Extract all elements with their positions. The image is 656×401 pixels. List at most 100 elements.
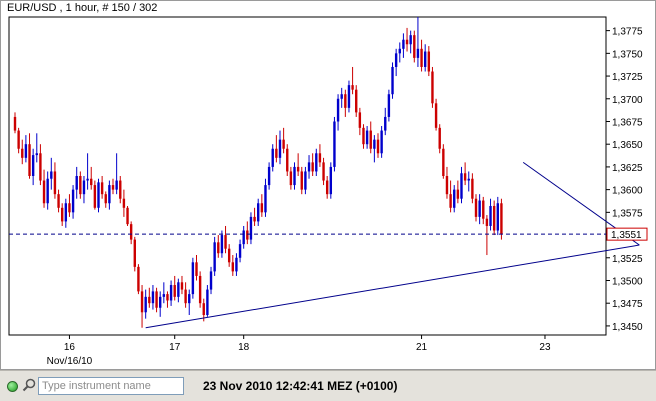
candle-body	[227, 248, 231, 263]
last-price-label: 1,3551	[611, 230, 642, 241]
candle-body	[166, 294, 169, 301]
trendline	[145, 244, 640, 329]
candle-body	[17, 130, 20, 149]
candle	[224, 225, 227, 254]
candle-body	[369, 130, 372, 149]
candle-body	[304, 171, 307, 190]
y-tick-label: 1,3475	[612, 299, 643, 310]
y-tick-label: 1,3625	[612, 163, 643, 174]
candle	[206, 285, 209, 317]
candle-body	[184, 289, 187, 304]
candle	[122, 189, 126, 217]
candle	[271, 144, 274, 172]
x-tick-label: 18	[238, 342, 250, 353]
candle	[108, 180, 111, 210]
candle-body	[111, 185, 115, 190]
candle	[438, 124, 441, 154]
candle-body	[445, 176, 449, 195]
candle	[126, 205, 129, 226]
candle	[111, 178, 115, 195]
candle	[453, 185, 456, 213]
y-tick-label: 1,3500	[612, 276, 643, 287]
candle	[384, 107, 387, 136]
candle	[173, 275, 176, 301]
candle-body	[173, 285, 176, 297]
candle-body	[46, 178, 49, 204]
candle-body	[460, 173, 463, 199]
candle	[209, 266, 213, 295]
candle	[217, 235, 220, 258]
candle-body	[420, 48, 423, 67]
candle	[213, 236, 216, 276]
candle-body	[438, 127, 441, 149]
candle	[373, 135, 376, 163]
x-tick-label: 21	[416, 342, 428, 353]
candle	[60, 203, 64, 226]
candle	[293, 162, 296, 190]
search-icon[interactable]	[22, 378, 36, 392]
candle	[82, 176, 86, 204]
candle	[402, 33, 405, 58]
candle-body	[456, 189, 460, 199]
candle	[304, 166, 307, 195]
candle	[257, 198, 260, 226]
candle	[97, 178, 100, 213]
candle	[35, 133, 38, 163]
chart-panel: 1,3775 1,3750 1,3725 1,3700 1,3675 1,3650 1,36…	[0, 0, 656, 370]
candle-body	[97, 182, 100, 208]
candle	[340, 87, 343, 108]
candle	[456, 180, 460, 204]
datetime-display: 23 Nov 2010 12:42:41 MEZ (+0100)	[203, 379, 398, 393]
connection-status-icon[interactable]	[7, 381, 18, 392]
instrument-search-input[interactable]	[38, 377, 184, 395]
candle-body	[220, 235, 224, 254]
candle-body	[322, 162, 325, 181]
candle	[296, 153, 300, 176]
candle	[420, 39, 423, 72]
candle-body	[235, 257, 238, 272]
candle-body	[260, 203, 264, 213]
candle	[195, 255, 198, 281]
candle	[144, 289, 147, 319]
candle-body	[64, 203, 68, 222]
candle	[104, 191, 107, 208]
candle-body	[416, 48, 420, 58]
candle	[13, 112, 17, 134]
candle	[93, 180, 97, 210]
candle	[347, 80, 351, 113]
candle	[238, 239, 242, 263]
price-chart[interactable]: 1,3775 1,3750 1,3725 1,3700 1,3675 1,3650 1,36…	[1, 1, 656, 371]
candle	[329, 162, 333, 199]
candle-body	[405, 39, 409, 45]
y-tick-label: 1,3600	[612, 186, 643, 197]
candle	[184, 282, 187, 308]
candle-body	[271, 148, 274, 167]
candle-body	[213, 242, 216, 272]
candle	[423, 44, 427, 72]
candle-body	[202, 303, 205, 316]
candle-body	[358, 112, 362, 128]
candle	[246, 221, 249, 245]
candle-body	[307, 162, 311, 172]
candle	[307, 155, 311, 179]
candle	[57, 189, 60, 213]
candle-body	[115, 180, 118, 190]
candle	[489, 198, 492, 231]
candle-body	[93, 185, 97, 208]
candle-body	[162, 294, 166, 297]
candle-body	[264, 185, 267, 213]
candle	[387, 89, 391, 122]
candle	[398, 42, 401, 63]
candle	[344, 89, 347, 117]
candle-body	[434, 103, 438, 128]
candle-body	[427, 51, 431, 72]
candle	[198, 271, 202, 308]
candle	[42, 169, 46, 208]
candle	[115, 153, 118, 195]
candle	[177, 278, 180, 303]
candle-body	[86, 178, 89, 181]
candle-body	[478, 200, 481, 217]
candle	[162, 282, 166, 304]
candle-body	[75, 176, 78, 190]
candle	[496, 196, 499, 236]
